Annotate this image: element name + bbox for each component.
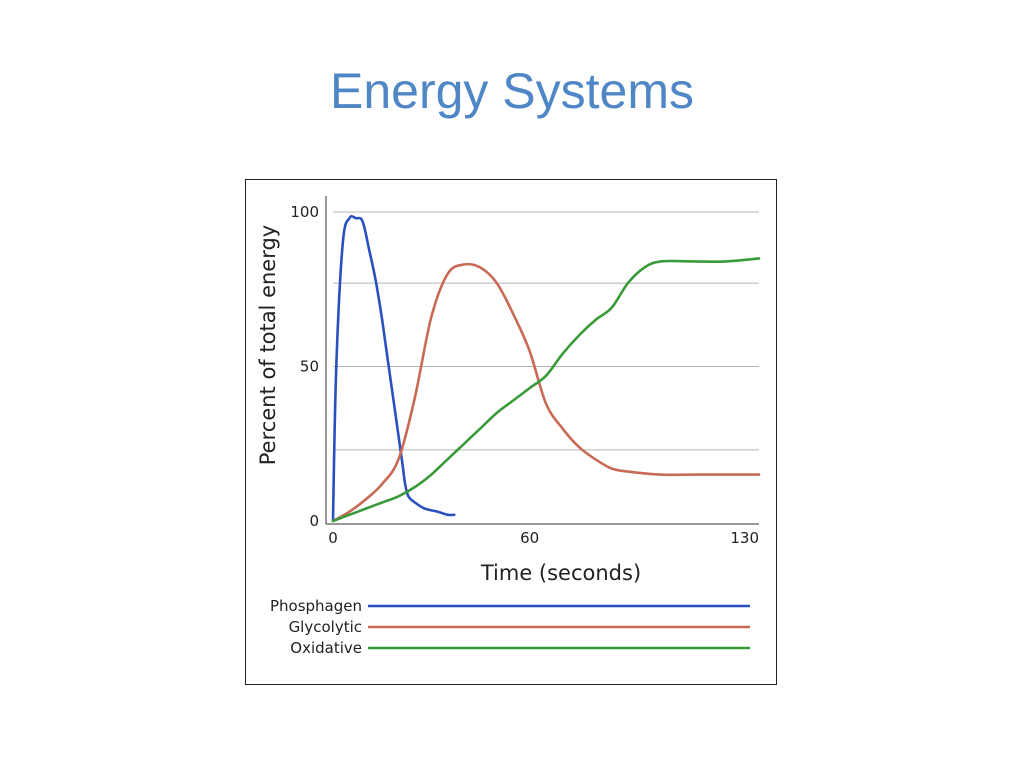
legend: Phosphagen Glycolytic Oxidative [270, 597, 750, 657]
series-lines [331, 214, 761, 523]
x-tick-label: 130 [730, 529, 759, 547]
series-line-oxidative [331, 257, 761, 523]
legend-label-glycolytic: Glycolytic [289, 618, 362, 636]
y-axis-title: Percent of total energy [256, 225, 280, 465]
x-tick-label: 0 [328, 529, 338, 547]
series-line-phosphagen [331, 214, 456, 523]
x-tick-label: 60 [520, 529, 539, 547]
chart-frame: 0 50 100 0 60 130 Time (seconds) Percent of t… [245, 179, 777, 685]
y-tick-label: 0 [309, 512, 319, 530]
tick-labels: 0 50 100 0 60 130 [290, 203, 759, 547]
legend-label-oxidative: Oxidative [290, 639, 362, 657]
series-line-glycolytic [331, 262, 761, 523]
x-axis-title: Time (seconds) [480, 561, 641, 585]
gridlines [333, 211, 759, 451]
energy-systems-chart: 0 50 100 0 60 130 Time (seconds) Percent of t… [256, 196, 761, 657]
slide-title: Energy Systems [329, 63, 694, 119]
y-tick-label: 100 [290, 203, 319, 221]
y-tick-label: 50 [300, 358, 319, 376]
legend-label-phosphagen: Phosphagen [270, 597, 362, 615]
axes [325, 196, 759, 525]
